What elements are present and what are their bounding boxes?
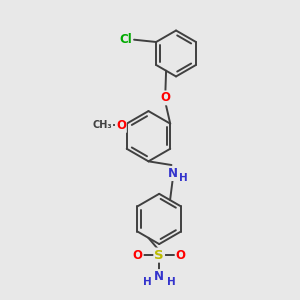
Text: O: O: [160, 92, 170, 104]
Text: N: N: [168, 167, 178, 180]
Text: Cl: Cl: [119, 33, 132, 46]
Text: H: H: [179, 172, 188, 183]
Text: H: H: [142, 277, 151, 287]
Text: O: O: [176, 249, 186, 262]
Text: CH₃: CH₃: [93, 121, 112, 130]
Text: O: O: [116, 119, 126, 132]
Text: S: S: [154, 249, 164, 262]
Text: N: N: [154, 270, 164, 283]
Text: O: O: [133, 249, 143, 262]
Text: H: H: [167, 277, 176, 287]
